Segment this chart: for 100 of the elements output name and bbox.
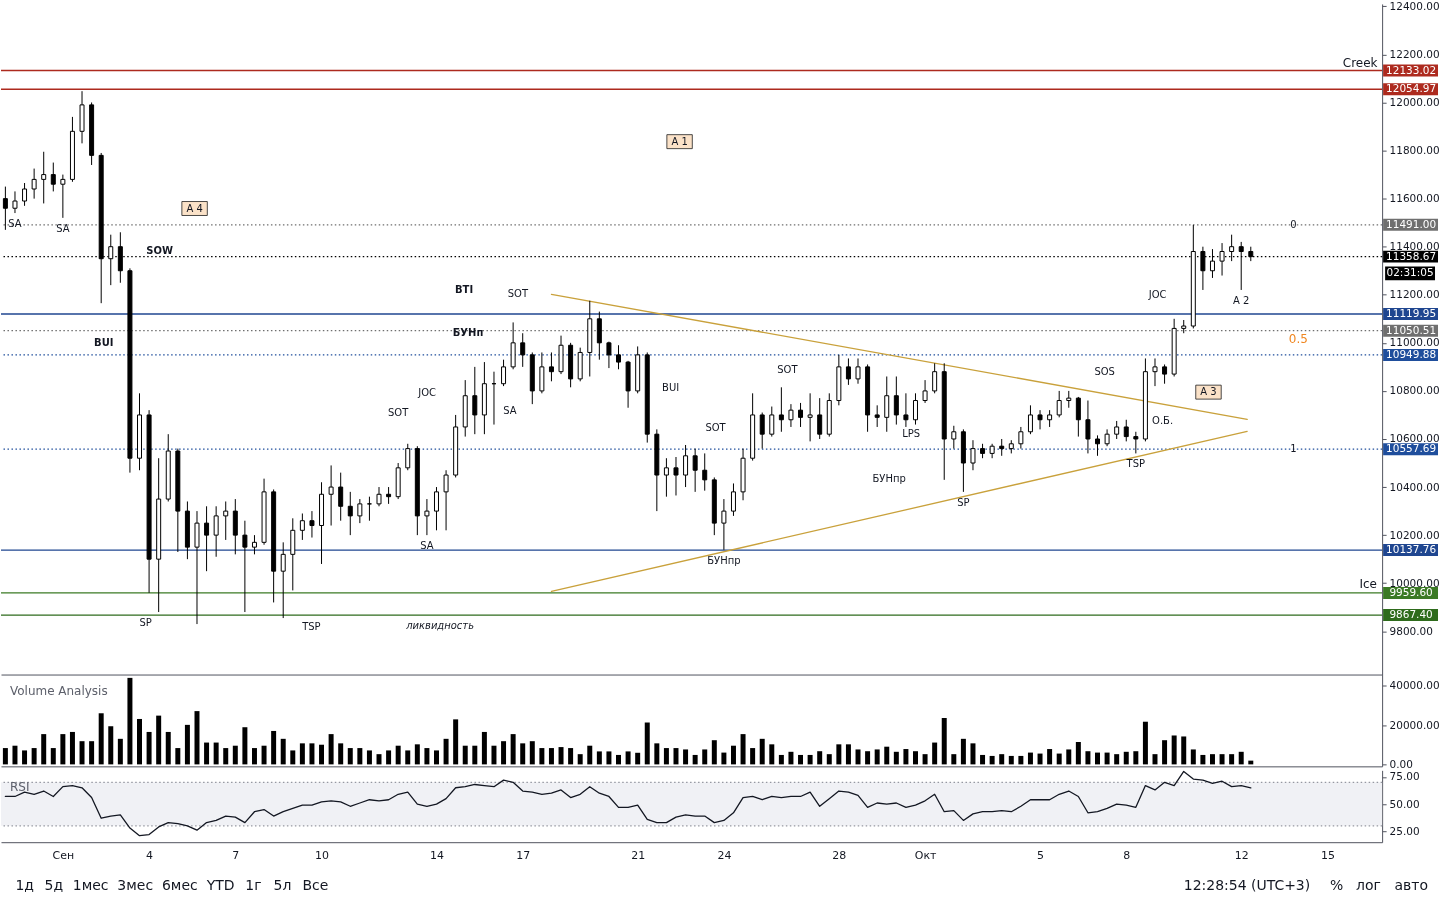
bar [980, 754, 986, 765]
bar [41, 734, 47, 765]
bar [510, 734, 516, 765]
bar [299, 743, 305, 765]
y-tick-label: 25.00 [1389, 824, 1420, 837]
candlestick [769, 406, 775, 438]
candlestick [606, 341, 612, 369]
text: 1г [245, 876, 262, 893]
ref-line-label: 11491.00 [1386, 217, 1437, 230]
bar [1142, 721, 1148, 765]
text: RSI [9, 780, 30, 795]
candlestick [2, 186, 8, 231]
bar [730, 745, 736, 765]
bar [577, 754, 583, 765]
bar [1037, 753, 1043, 765]
bar [941, 717, 947, 765]
annotation: SOS [1094, 366, 1115, 378]
text: 1мес [72, 876, 109, 893]
bar [1104, 752, 1110, 765]
annotation: SOT [777, 364, 799, 376]
candlestick [1018, 426, 1024, 450]
annotation: SOW [146, 245, 173, 257]
x-tick-label: 17 [516, 848, 531, 862]
y-tick-label: 10800.00 [1389, 384, 1440, 397]
bar [635, 752, 641, 765]
annotation: SA [420, 540, 434, 552]
candlestick [903, 392, 909, 428]
candlestick [251, 534, 257, 555]
x-tick-label: 8 [1123, 848, 1131, 862]
bar [108, 726, 114, 765]
text: 5д [44, 876, 64, 893]
candlestick [788, 403, 794, 428]
ref-line-label: 11050.51 [1386, 323, 1437, 336]
bar [1018, 755, 1024, 765]
candlestick [970, 439, 976, 471]
bar [2, 748, 8, 765]
bar [1209, 754, 1215, 765]
bar [874, 749, 880, 765]
ref-line-label: 10557.69 [1386, 442, 1437, 455]
bar [319, 744, 325, 765]
bar [386, 750, 392, 765]
annotation: TSP [301, 620, 321, 632]
bar [932, 742, 938, 765]
candlestick [807, 392, 813, 442]
candlestick [1075, 396, 1081, 438]
x-tick-label: 7 [232, 848, 240, 862]
bar [357, 748, 363, 765]
bar [223, 748, 229, 765]
candlestick [1152, 357, 1158, 387]
annotation: SOT [705, 422, 727, 434]
bar [1075, 741, 1081, 765]
bar [338, 743, 344, 765]
candlestick [730, 482, 736, 517]
text: 1д [15, 876, 35, 893]
candlestick [893, 375, 899, 426]
ref-line-label: 11358.67 [1386, 249, 1437, 262]
bar [644, 722, 650, 765]
bar [826, 754, 832, 765]
bar [1229, 754, 1235, 765]
candlestick [1123, 419, 1129, 442]
candlestick [913, 392, 918, 426]
candlestick [242, 520, 248, 613]
candlestick [1027, 404, 1033, 435]
bar [759, 738, 765, 765]
bar [366, 750, 372, 765]
annotation: О.Б. [1152, 415, 1174, 427]
text: авто [1394, 876, 1428, 893]
y-tick-label: 10200.00 [1389, 528, 1440, 541]
candlestick [1056, 390, 1062, 418]
candlestick [376, 486, 382, 507]
bar [807, 754, 813, 765]
bar [501, 741, 507, 765]
candlestick [663, 457, 669, 498]
bar [165, 731, 171, 765]
bar [683, 749, 689, 765]
annotation: TSP [1125, 458, 1146, 470]
bar [69, 731, 75, 765]
x-tick-label: 14 [430, 848, 444, 862]
candlestick [1162, 363, 1168, 385]
annotation: SA [56, 222, 70, 234]
bar [1152, 754, 1158, 765]
text: 5л [273, 876, 292, 893]
bar [328, 734, 334, 765]
bar [1056, 753, 1062, 765]
bar [156, 715, 162, 765]
bar [913, 751, 918, 765]
bar [1008, 755, 1014, 765]
candlestick [328, 464, 334, 527]
text: лог [1356, 876, 1381, 893]
bar [376, 754, 382, 765]
candlestick [223, 500, 229, 541]
bar [261, 745, 267, 765]
bar [606, 751, 612, 765]
y-tick-label: 10000.00 [1389, 576, 1440, 589]
bar [663, 748, 669, 765]
bar [970, 743, 976, 765]
bar [740, 734, 746, 765]
bar [347, 748, 353, 765]
annotation: BUI [94, 337, 114, 349]
bar [769, 744, 775, 765]
